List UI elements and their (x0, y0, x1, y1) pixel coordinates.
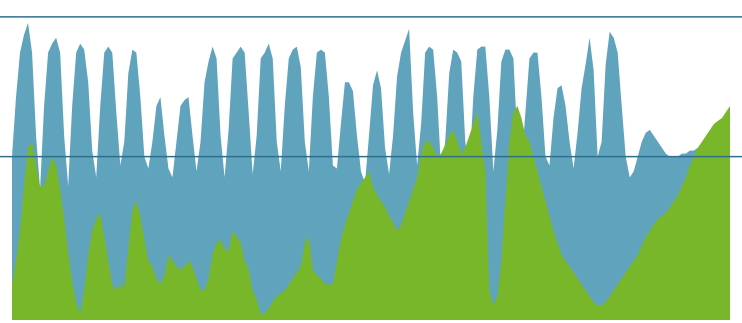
area-series-2 (12, 106, 730, 320)
reference-line-layer (0, 16, 742, 158)
series-layer (12, 22, 730, 321)
